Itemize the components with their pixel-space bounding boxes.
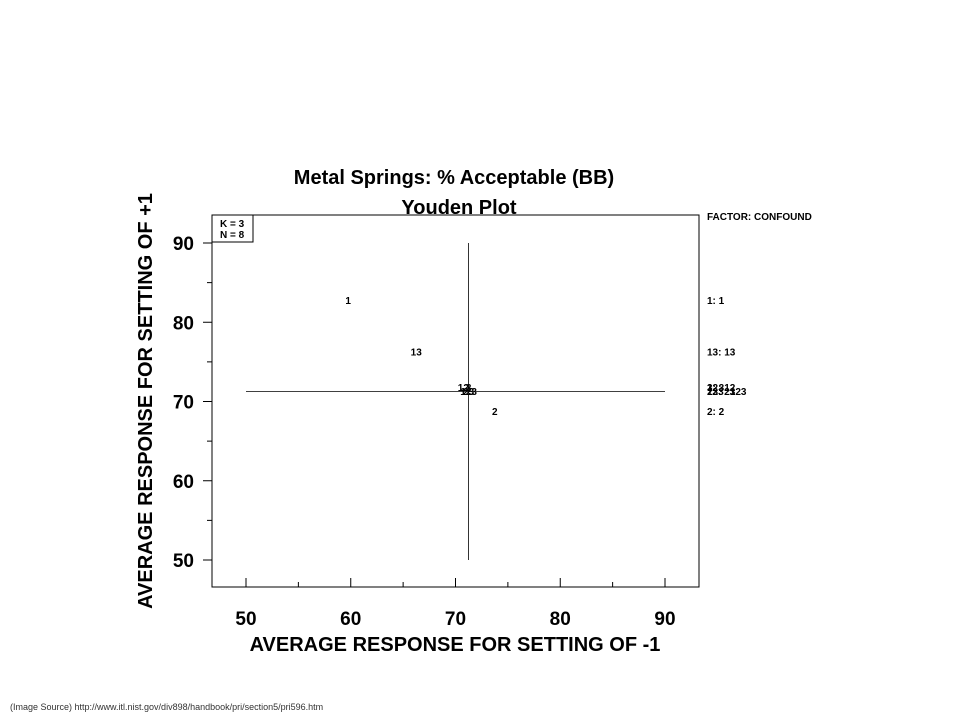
legend: FACTOR: CONFOUND 1: 1 13: 13 12: 123: 323:… (707, 212, 812, 418)
reference-lines (246, 243, 665, 560)
point-label: 123 (460, 387, 477, 398)
x-axis-label: AVERAGE RESPONSE FOR SETTING OF -1 (250, 634, 661, 656)
info-box: K = 3 N = 8 (211, 214, 254, 243)
x-tick-label: 60 (340, 609, 361, 630)
x-tick-label: 90 (654, 609, 675, 630)
x-tick-label: 70 (445, 609, 466, 630)
point-label: 3 (466, 383, 472, 394)
y-tick-label: 90 (173, 234, 194, 255)
point-label: 12 (458, 383, 470, 394)
legend-entry: 23: 23 (707, 387, 736, 398)
y-tick-label: 70 (173, 393, 194, 414)
chart-title: Metal Springs: % Acceptable (BB) (294, 167, 614, 189)
info-box-n: N = 8 (220, 230, 245, 241)
point-label: 2 (492, 407, 498, 418)
y-axis-label: AVERAGE RESPONSE FOR SETTING OF +1 (135, 193, 157, 609)
info-box-k: K = 3 (220, 219, 245, 230)
y-tick-label: 50 (173, 551, 194, 572)
x-axis: 50 60 70 80 90 (235, 578, 676, 630)
image-source-note: (Image Source) http://www.itl.nist.gov/d… (10, 702, 324, 712)
chart-subtitle: Youden Plot (401, 197, 517, 219)
x-tick-label: 80 (550, 609, 571, 630)
legend-entry: 1: 1 (707, 296, 725, 307)
legend-entry: 13: 13 (707, 347, 736, 358)
x-tick-label: 50 (235, 609, 256, 630)
y-tick-label: 80 (173, 313, 194, 334)
y-axis: 50 60 70 80 90 (173, 234, 212, 572)
y-tick-label: 60 (173, 472, 194, 493)
legend-entry: 2: 2 (707, 407, 725, 418)
point-label: 13 (411, 347, 423, 358)
legend-entry: 123: 123 (707, 387, 747, 398)
legend-entry: 12: 12 (707, 383, 736, 394)
legend-title: FACTOR: CONFOUND (707, 212, 812, 223)
plot-frame (211, 214, 700, 588)
point-label: 23 (463, 387, 475, 398)
legend-entry: 3: 3 (707, 383, 725, 394)
info-box-frame (211, 214, 254, 243)
point-label: 1 (345, 296, 351, 307)
